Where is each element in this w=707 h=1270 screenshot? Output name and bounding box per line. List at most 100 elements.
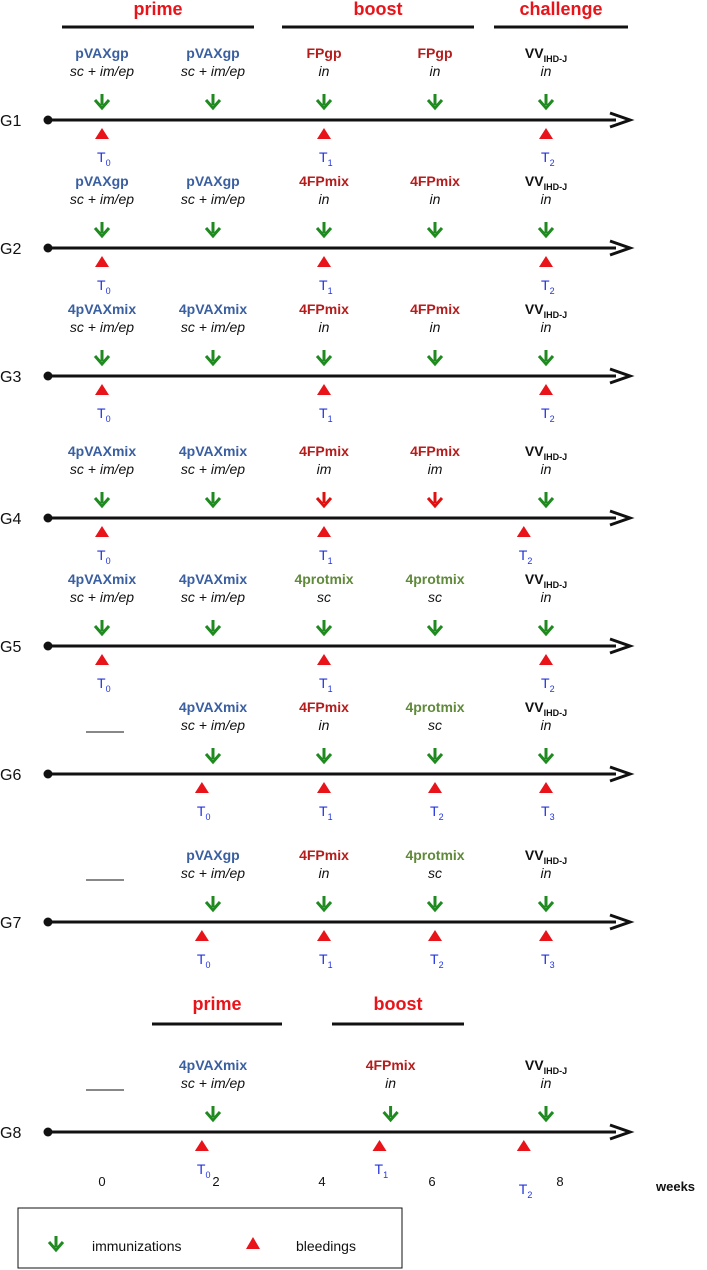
immunization-arrow-1-head — [204, 227, 222, 239]
route-label-3: in — [430, 319, 441, 335]
timepoint-label-1-main: T — [319, 951, 328, 967]
vaccine-name-0: 4pVAXmix — [68, 301, 136, 317]
route-label-3: in — [430, 63, 441, 79]
immunization-arrow-1 — [204, 94, 222, 111]
vaccine-name-3-main: VV — [525, 699, 544, 715]
route-label-1: sc + im/ep — [181, 319, 245, 335]
legend-box — [17, 1207, 403, 1269]
vaccine-name-2-sub: IHD-J — [544, 1066, 568, 1076]
vaccine-name-3-sub: IHD-J — [544, 856, 568, 866]
immunization-arrow-0-head — [204, 1111, 222, 1123]
bleeding-triangle-2 — [428, 930, 442, 941]
immunization-arrow-3-head — [426, 625, 444, 637]
vaccine-name-2-main: 4protmix — [405, 847, 464, 863]
vaccine-name-2-main: FPgp — [307, 45, 342, 61]
vaccine-name-4-main: VV — [525, 443, 544, 459]
timepoint-label-1-main: T — [319, 149, 328, 165]
timepoint-label-1: T1 — [319, 951, 333, 970]
timepoint-label-1-main: T — [319, 803, 328, 819]
timepoint-label-1: T1 — [319, 149, 333, 168]
vaccine-name-0-main: 4pVAXmix — [68, 443, 136, 459]
route-label-2: in — [319, 319, 330, 335]
group-label: G1 — [0, 113, 21, 130]
route-label-1: in — [319, 865, 330, 881]
timepoint-label-0: T0 — [97, 405, 111, 424]
vaccine-name-3: VVIHD-J — [525, 847, 567, 866]
route-label-4: in — [541, 63, 552, 79]
immunization-arrow-0 — [93, 620, 111, 637]
group-label: G2 — [0, 241, 21, 258]
bleeding-triangle-1 — [317, 384, 331, 395]
bleeding-triangle-2 — [539, 128, 553, 139]
immunization-arrow-1 — [204, 492, 222, 509]
immunization-arrow-3 — [426, 492, 444, 509]
immunization-arrow-1-head — [315, 901, 333, 913]
route-label-2: sc — [428, 865, 442, 881]
group-label: G6 — [0, 767, 21, 784]
timepoint-label-0-sub: 0 — [106, 414, 111, 424]
timepoint-label-0-main: T — [97, 675, 106, 691]
vaccine-name-2: 4protmix — [405, 847, 464, 863]
route-label-3: in — [430, 191, 441, 207]
route-label-1: sc + im/ep — [181, 461, 245, 477]
timepoint-label-1-sub: 1 — [328, 812, 333, 822]
bleeding-triangle-0 — [95, 128, 109, 139]
immunization-arrow-4-head — [537, 227, 555, 239]
vaccine-name-0: 4pVAXmix — [179, 699, 247, 715]
immunization-arrow-0-head — [204, 753, 222, 765]
group-label: G7 — [0, 915, 21, 932]
timepoint-label-0-main: T — [197, 1161, 206, 1177]
timepoint-label-0-sub: 0 — [106, 158, 111, 168]
timepoint-label-2: T2 — [541, 149, 555, 168]
route-label-3: in — [541, 717, 552, 733]
immunization-arrow-0 — [204, 1106, 222, 1123]
timepoint-label-2: T2 — [541, 405, 555, 424]
immunization-arrow-3-head — [537, 901, 555, 913]
group-timelines: G1 pVAXgp sc + im/ep pVAXgp sc + im/ep FPgp in… — [0, 45, 635, 1200]
bleeding-triangle-3 — [539, 782, 553, 793]
timepoint-label-2: T2 — [519, 1181, 533, 1200]
route-label-3: sc — [428, 589, 442, 605]
vaccine-name-0-main: pVAXgp — [75, 173, 128, 189]
timepoint-label-0-main: T — [97, 547, 106, 563]
immunization-arrow-0 — [204, 896, 222, 913]
timepoint-label-1: T1 — [319, 803, 333, 822]
vaccine-name-1: 4FPmix — [366, 1057, 416, 1073]
immunization-arrow-2-head — [426, 753, 444, 765]
immunization-arrow-4-head — [537, 497, 555, 509]
immunization-arrow-4-head — [537, 625, 555, 637]
timeline-arrowhead — [609, 509, 635, 527]
vaccine-name-4: VVIHD-J — [525, 571, 567, 590]
vaccine-name-4-sub: IHD-J — [544, 182, 568, 192]
vaccine-name-1-main: pVAXgp — [186, 45, 239, 61]
group-g4: G4 4pVAXmix sc + im/ep 4pVAXmix sc + im/ep 4F… — [0, 443, 635, 566]
bleeding-triangle-1 — [317, 526, 331, 537]
legend-bleedings-label: bleedings — [296, 1238, 356, 1254]
timepoint-label-0-sub: 0 — [205, 812, 210, 822]
immunization-arrow-3-head — [426, 497, 444, 509]
route-label-4: in — [541, 191, 552, 207]
bleeding-triangle-2 — [539, 654, 553, 665]
route-label-0: sc + im/ep — [70, 319, 134, 335]
timepoint-label-2-sub: 2 — [550, 414, 555, 424]
immunization-arrow-1-head — [204, 99, 222, 111]
timepoint-label-2-main: T — [519, 1181, 528, 1197]
immunization-arrow-1 — [315, 748, 333, 765]
vaccine-name-2: 4protmix — [294, 571, 353, 587]
bleeding-triangle-0 — [194, 1140, 209, 1151]
vaccine-name-4-sub: IHD-J — [544, 310, 568, 320]
bleeding-triangle-0 — [194, 930, 209, 941]
immunization-arrow-0 — [93, 492, 111, 509]
legend-immunization-arrow-icon — [47, 1236, 65, 1253]
route-label-0: sc + im/ep — [70, 589, 134, 605]
vaccine-name-1: 4pVAXmix — [179, 443, 247, 459]
group-label: G8 — [0, 1125, 21, 1142]
timepoint-label-1-sub: 1 — [328, 158, 333, 168]
immunization-arrow-1-head — [204, 497, 222, 509]
vaccine-name-2: FPgp — [307, 45, 342, 61]
route-label-1: in — [319, 717, 330, 733]
route-label-2: sc — [317, 589, 331, 605]
timepoint-label-3-sub: 3 — [550, 960, 555, 970]
vaccine-name-4-main: VV — [525, 45, 544, 61]
